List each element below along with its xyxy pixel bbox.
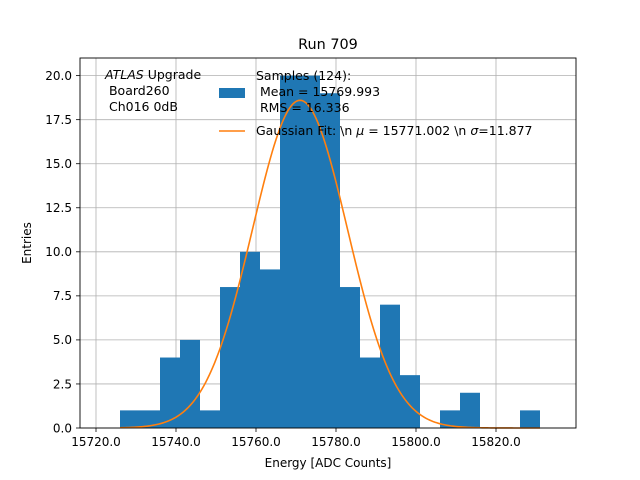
- histogram-bar: [180, 339, 200, 428]
- histogram-bar: [160, 357, 180, 428]
- legend: Samples (124): Mean = 15769.993 RMS = 16…: [219, 68, 533, 138]
- x-tick-label: 15820.0: [471, 435, 521, 449]
- legend-hist-line1: Samples (124):: [256, 68, 351, 83]
- y-tick-label: 12.5: [45, 201, 72, 215]
- histogram-bar: [120, 410, 140, 428]
- histogram-bar: [360, 357, 380, 428]
- upgrade-label: Upgrade: [144, 67, 202, 82]
- histogram-bar: [320, 93, 340, 428]
- atlas-label: ATLAS: [104, 67, 144, 82]
- y-tick-label: 0.0: [53, 421, 72, 435]
- histogram-bar: [140, 410, 160, 428]
- x-axis: 15720.0 15740.0 15760.0 15780.0 15800.0 15820…: [71, 428, 521, 449]
- x-tick-label: 15760.0: [231, 435, 281, 449]
- y-tick-label: 20.0: [45, 69, 72, 83]
- histogram-bar: [340, 287, 360, 428]
- legend-hist-swatch: [219, 88, 245, 98]
- legend-hist-line2: Mean = 15769.993: [256, 84, 380, 99]
- y-axis: 0.0 2.5 5.0 7.5 10.0 12.5 15.0 17.5 20.0: [45, 69, 80, 435]
- histogram-bar: [220, 287, 240, 428]
- legend-hist-line3: RMS = 16.336: [256, 100, 350, 115]
- histogram-bar: [280, 75, 300, 428]
- atlas-annotation: ATLAS Upgrade Board260 Ch016 0dB: [104, 67, 201, 114]
- gaussian-fit-line: [119, 99, 540, 429]
- x-tick-label: 15800.0: [391, 435, 441, 449]
- histogram-bar: [520, 410, 540, 428]
- histogram-bar: [400, 375, 420, 428]
- histogram-bar: [460, 392, 480, 428]
- y-tick-label: 2.5: [53, 377, 72, 391]
- histogram-bar: [260, 269, 280, 428]
- x-tick-label: 15740.0: [151, 435, 201, 449]
- histogram-bar: [200, 410, 220, 428]
- histogram-bar: [300, 75, 320, 428]
- y-tick-label: 10.0: [45, 245, 72, 259]
- y-tick-label: 15.0: [45, 157, 72, 171]
- svg-text:ATLAS Upgrade: ATLAS Upgrade: [104, 67, 201, 82]
- board-label: Board260: [105, 83, 170, 98]
- histogram-bar: [380, 304, 400, 428]
- x-tick-label: 15780.0: [311, 435, 361, 449]
- plot-frame: [79, 57, 577, 429]
- y-tick-label: 7.5: [53, 289, 72, 303]
- legend-fit-label: Gaussian Fit: \n μ = 15771.002 \n σ=11.8…: [256, 123, 533, 138]
- histogram-bar: [440, 410, 460, 428]
- channel-label: Ch016 0dB: [105, 99, 178, 114]
- x-tick-label: 15720.0: [71, 435, 121, 449]
- chart-title: Run 709: [298, 37, 358, 53]
- y-tick-label: 17.5: [45, 113, 72, 127]
- y-axis-label: Entries: [20, 222, 34, 264]
- y-tick-label: 5.0: [53, 333, 72, 347]
- histogram-bars: [120, 75, 540, 428]
- histogram-bar: [240, 251, 260, 428]
- x-axis-label: Energy [ADC Counts]: [265, 456, 392, 470]
